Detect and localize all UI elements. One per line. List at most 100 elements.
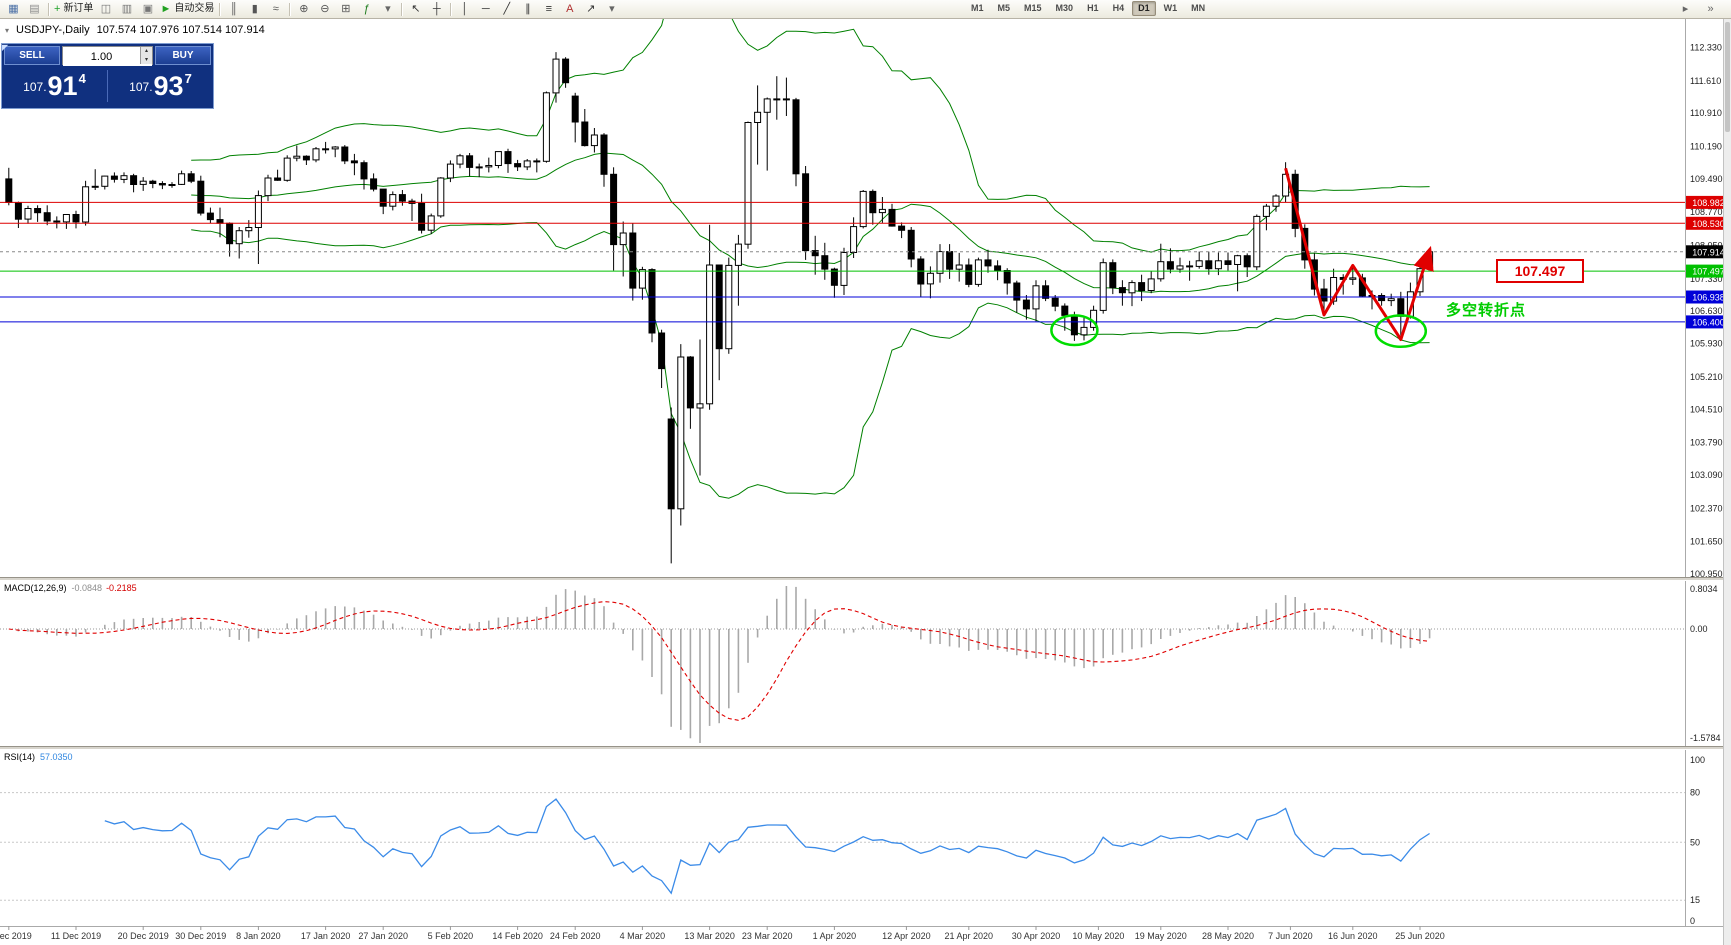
svg-text:103.090: 103.090 <box>1690 470 1723 480</box>
timeframe-group: M1 M5 M15 M30 H1 H4 D1 W1 MN <box>965 1 1211 16</box>
highlight-ellipse[interactable] <box>1050 314 1099 347</box>
timeframe-button-h1[interactable]: H1 <box>1087 3 1099 13</box>
line-chart-icon[interactable]: ≈ <box>265 1 286 17</box>
highlight-ellipse[interactable] <box>1374 314 1428 349</box>
buy-price-prefix: 107. <box>129 80 153 94</box>
horizontal-level-lines[interactable] <box>0 201 1685 323</box>
vertical-scrollbar[interactable] <box>1723 19 1731 945</box>
new-chart-icon[interactable]: ▦ <box>3 1 24 17</box>
arrows-icon-glyph: ↗ <box>586 2 596 15</box>
chart-scroll-icon[interactable]: ▸ <box>1682 2 1689 15</box>
lot-spinner: ▴ ▾ <box>140 47 152 64</box>
svg-text:14 Feb 2020: 14 Feb 2020 <box>492 931 543 941</box>
bar-chart-icon[interactable]: ║ <box>223 1 244 17</box>
profiles-icon-glyph: ▤ <box>29 2 40 15</box>
timeframe-button-mn[interactable]: MN <box>1191 3 1206 13</box>
trendline-icon[interactable]: ╱ <box>496 1 517 17</box>
zoom-in-icon[interactable]: ⊕ <box>293 1 314 17</box>
macd-signal-value: -0.2185 <box>106 583 137 593</box>
crosshair-icon[interactable]: ┼ <box>426 1 447 17</box>
chart-window[interactable]: 112.330 111.610 110.910 110.190 109.490 108.7… <box>0 19 1731 945</box>
arrows-icon[interactable]: ↗ <box>580 1 601 17</box>
pane-separator[interactable] <box>0 746 1731 750</box>
turning-point-text[interactable]: 多空转折点 <box>1446 302 1527 319</box>
sell-button[interactable]: SELL <box>4 46 60 65</box>
svg-text:0.8034: 0.8034 <box>1690 584 1718 594</box>
macd-pane[interactable] <box>0 586 1685 743</box>
profiles-icon[interactable]: ▤ <box>24 1 45 17</box>
new-order-button-label: 新订单 <box>63 3 94 14</box>
timeframe-button-w1[interactable]: W1 <box>1163 3 1178 13</box>
svg-text:100.950: 100.950 <box>1690 569 1723 579</box>
cursor-icon-glyph: ↖ <box>411 2 421 15</box>
svg-text:108.530: 108.530 <box>1692 219 1725 229</box>
symbol-dropdown-icon[interactable]: ▾ <box>5 25 10 35</box>
svg-text:25 Jun 2020: 25 Jun 2020 <box>1395 931 1445 941</box>
main-chart-pane[interactable] <box>0 19 1685 564</box>
price-callout-label[interactable]: 107.497 <box>1496 259 1584 283</box>
toolbar-separator <box>450 2 452 16</box>
tile-windows-icon[interactable]: ⊞ <box>335 1 356 17</box>
indicators-dropdown-icon[interactable]: ▾ <box>377 1 398 17</box>
lot-increase-button[interactable]: ▴ <box>144 48 148 55</box>
cursor-icon[interactable]: ↖ <box>405 1 426 17</box>
lot-size-input[interactable] <box>63 48 152 66</box>
rsi-indicator-label: RSI(14) 57.0350 <box>4 752 73 762</box>
timeframe-button-h4[interactable]: H4 <box>1112 3 1125 13</box>
indicators-button[interactable]: ƒ <box>356 1 377 17</box>
lot-decrease-button[interactable]: ▾ <box>144 56 148 63</box>
timeframe-button-m1[interactable]: M1 <box>971 3 984 13</box>
timeframe-button-m5[interactable]: M5 <box>997 3 1011 13</box>
svg-text:103.790: 103.790 <box>1690 438 1723 448</box>
svg-text:5 Feb 2020: 5 Feb 2020 <box>428 931 474 941</box>
data-window-icon[interactable]: ▥ <box>116 1 137 17</box>
fibonacci-icon-glyph: ≡ <box>545 2 553 15</box>
symbol-period-label: USDJPY-,Daily <box>16 24 90 36</box>
quote-bar: ▾ USDJPY-,Daily 107.574 107.976 107.514 … <box>5 24 265 36</box>
channel-icon[interactable]: ∥ <box>517 1 538 17</box>
rsi-pane[interactable] <box>0 792 1685 901</box>
svg-text:7 Jun 2020: 7 Jun 2020 <box>1268 931 1313 941</box>
one-click-trading-panel: ◤ SELL ▴ ▾ BUY 107.914 107.937 <box>1 43 214 109</box>
buy-price-display[interactable]: 107. 93 7 <box>108 71 213 101</box>
pane-separator[interactable] <box>0 577 1731 581</box>
scrollbar-thumb[interactable] <box>1725 22 1730 132</box>
svg-text:2 Dec 2019: 2 Dec 2019 <box>0 931 32 941</box>
sell-price-display[interactable]: 107. 91 4 <box>2 71 107 101</box>
price-chart-canvas[interactable]: 112.330 111.610 110.910 110.190 109.490 108.7… <box>0 19 1731 945</box>
autotrading-button[interactable]: ► 自动交易 <box>158 1 216 17</box>
candlestick-chart-icon[interactable]: ▮ <box>244 1 265 17</box>
svg-text:12 Apr 2020: 12 Apr 2020 <box>882 931 931 941</box>
svg-text:107.914: 107.914 <box>1692 247 1725 257</box>
toolbar: ▦ ▤ + 新订单 ◫ ▥ ▣ ► 自动交易 ║ ▮ ≈ ⊕ ⊖ ⊞ ƒ ▾ ↖ ┼ │ ─ ╱ ∥ ≡ A ↗ ▾ M1 M5 M15 M… <box>0 0 1731 19</box>
shapes-dropdown-icon[interactable]: ▾ <box>601 1 622 17</box>
zoom-out-icon[interactable]: ⊖ <box>314 1 335 17</box>
timeframe-button-m15[interactable]: M15 <box>1024 3 1042 13</box>
svg-text:15: 15 <box>1690 895 1700 905</box>
market-watch-icon[interactable]: ◫ <box>95 1 116 17</box>
toolbar-separator <box>401 2 403 16</box>
buy-price-pip: 7 <box>184 71 192 86</box>
toolbar-separator <box>219 2 221 16</box>
toolbar-overflow-icon[interactable]: » <box>1707 2 1714 15</box>
zoom-out-icon-glyph: ⊖ <box>320 2 330 15</box>
text-icon[interactable]: A <box>559 1 580 17</box>
fibonacci-icon[interactable]: ≡ <box>538 1 559 17</box>
horizontal-line-icon[interactable]: ─ <box>475 1 496 17</box>
svg-text:111.610: 111.610 <box>1690 76 1721 86</box>
text-icon-glyph: A <box>566 2 574 15</box>
terminal-icon[interactable]: ▣ <box>137 1 158 17</box>
timeframe-button-m30[interactable]: M30 <box>1055 3 1074 13</box>
panel-collapse-button[interactable]: ◤ <box>2 43 9 52</box>
candlestick-series <box>5 52 1434 564</box>
terminal-icon-glyph: ▣ <box>142 2 154 15</box>
new-order-button[interactable]: + 新订单 <box>52 1 95 17</box>
timeframe-button-d1[interactable]: D1 <box>1132 1 1156 16</box>
vertical-line-icon[interactable]: │ <box>454 1 475 17</box>
svg-text:110.190: 110.190 <box>1690 142 1722 152</box>
date-axis: 2 Dec 2019 11 Dec 2019 20 Dec 2019 30 Dec 2… <box>0 926 1445 941</box>
buy-button[interactable]: BUY <box>155 46 211 65</box>
zigzag-arrow[interactable] <box>1284 167 1434 341</box>
toolbar-separator <box>289 2 291 16</box>
svg-text:106.400: 106.400 <box>1692 317 1725 327</box>
